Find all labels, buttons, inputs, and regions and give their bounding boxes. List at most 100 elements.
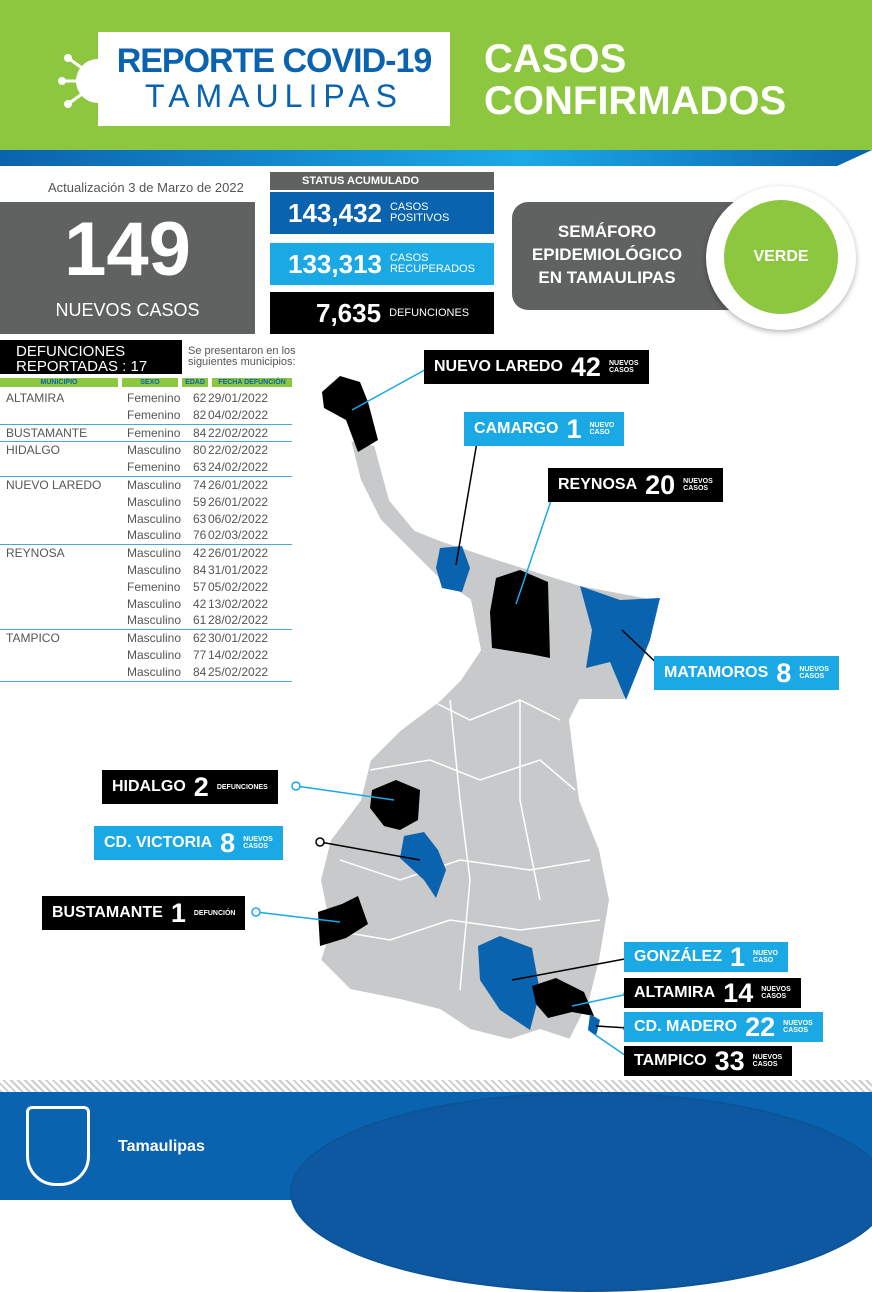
edad-cell: 62 — [193, 631, 207, 646]
camargo-area — [436, 546, 470, 592]
label-value: 8 — [220, 827, 236, 858]
sexo-cell: Masculino — [127, 647, 182, 662]
label-value: 20 — [645, 469, 676, 500]
label-unit: NUEVOS — [683, 478, 713, 485]
victoria-area — [400, 832, 446, 898]
edad-cell: 74 — [193, 477, 207, 492]
label-value: 2 — [193, 771, 209, 802]
label-value: 1 — [170, 897, 186, 928]
fecha-cell: 26/01/2022 — [208, 477, 269, 492]
status-label: RECUPERADOS — [389, 263, 475, 275]
municipio-group: REYNOSA Masculino 42 26/01/2022 Masculino 84 3… — [0, 545, 292, 631]
altamira-area — [532, 978, 594, 1018]
fecha-cell: 30/01/2022 — [208, 631, 269, 646]
fecha-cell: 04/02/2022 — [208, 407, 269, 422]
label-unit: CASOS — [752, 1061, 778, 1068]
nuevo-laredo-area — [322, 376, 378, 452]
label-unit: CASOS — [783, 1027, 809, 1034]
fecha-cell: 02/03/2022 — [208, 528, 269, 543]
table-row: Femenino 82 04/02/2022 — [0, 407, 292, 424]
edad-cell: 82 — [193, 407, 207, 422]
municipio-group: HIDALGO Masculino 80 22/02/2022 Femenino 63 24… — [0, 442, 292, 477]
label-unit: CASOS — [799, 673, 825, 680]
coat-of-arms-icon — [26, 1106, 90, 1186]
deaths-note-line1: Se presentaron en los — [188, 345, 296, 357]
label-value: 42 — [570, 351, 601, 382]
municipio-cell: HIDALGO — [6, 443, 61, 458]
status-value: 133,313 — [288, 248, 382, 279]
fecha-cell: 14/02/2022 — [208, 647, 269, 662]
label-unit: NUEVOS — [243, 836, 273, 843]
label-unit: NUEVOS — [608, 360, 639, 367]
label-unit: CASOS — [683, 485, 709, 492]
table-row: Masculino 77 14/02/2022 — [0, 647, 292, 664]
table-row: HIDALGO Masculino 80 22/02/2022 — [0, 442, 292, 459]
deaths-table: ALTAMIRA Femenino 62 29/01/2022 Femenino 82 04… — [0, 390, 292, 682]
sexo-cell: Masculino — [127, 613, 182, 628]
new-cases-label: NUEVOS CASOS — [55, 300, 200, 320]
fecha-cell: 22/02/2022 — [208, 425, 269, 440]
semaforo-line: EN TAMAULIPAS — [538, 268, 676, 287]
label-name: BUSTAMANTE — [52, 904, 163, 921]
table-row: REYNOSA Masculino 42 26/01/2022 — [0, 545, 292, 562]
tamaulipas-map — [251, 361, 667, 1065]
sexo-cell: Masculino — [127, 596, 182, 611]
sexo-cell: Masculino — [127, 631, 182, 646]
edad-cell: 59 — [193, 494, 207, 509]
status-positive: 143,432 CASOS POSITIVOS — [270, 192, 494, 234]
edad-cell: 84 — [193, 664, 207, 679]
table-row: Masculino 84 25/02/2022 — [0, 664, 292, 681]
table-row: Masculino 59 26/01/2022 — [0, 494, 292, 511]
status-label: CASOS — [389, 201, 429, 213]
label-name: CAMARGO — [474, 420, 559, 437]
municipio-cell: NUEVO LAREDO — [6, 477, 102, 492]
label-value: 14 — [723, 977, 754, 1008]
edad-cell: 57 — [193, 579, 207, 594]
map-label-nuevo-laredo: NUEVO LAREDO 42 NUEVOS CASOS — [424, 350, 649, 384]
new-cases-box: 149 NUEVOS CASOS — [0, 202, 255, 334]
report-state: TAMAULIPAS — [145, 78, 403, 114]
fecha-cell: 22/02/2022 — [208, 443, 269, 458]
fecha-cell: 05/02/2022 — [208, 579, 269, 594]
report-title-box: REPORTE COVID-19 TAMAULIPAS — [98, 32, 450, 126]
fecha-cell: 06/02/2022 — [208, 511, 269, 526]
label-name: NUEVO LAREDO — [434, 358, 563, 375]
madero-tampico-area — [588, 1014, 600, 1036]
label-unit: CASOS — [761, 993, 787, 1000]
sexo-cell: Masculino — [127, 562, 182, 577]
map-label-matamoros: MATAMOROS 8 NUEVOS CASOS — [654, 656, 839, 690]
sexo-cell: Femenino — [127, 579, 181, 594]
edad-cell: 76 — [193, 528, 207, 543]
hidalgo-area — [370, 780, 420, 830]
fecha-cell: 28/02/2022 — [208, 613, 269, 628]
table-row: Masculino 84 31/01/2022 — [0, 562, 292, 579]
fecha-cell: 13/02/2022 — [208, 596, 269, 611]
edad-cell: 80 — [193, 443, 207, 458]
map-label-cd-victoria: CD. VICTORIA 8 NUEVOS CASOS — [94, 826, 283, 860]
sexo-cell: Masculino — [127, 477, 182, 492]
sexo-cell: Masculino — [127, 511, 182, 526]
edad-cell: 61 — [193, 613, 207, 628]
status-label: DEFUNCIONES — [389, 306, 470, 319]
report-title: REPORTE COVID-19 — [116, 42, 433, 80]
reynosa-area — [490, 570, 550, 658]
status-title: STATUS ACUMULADO — [270, 172, 494, 190]
fecha-cell: 31/01/2022 — [208, 562, 269, 577]
state-outline — [318, 438, 662, 1042]
sexo-cell: Femenino — [127, 391, 181, 405]
deaths-note-line2: siguientes municipios: — [188, 356, 296, 368]
table-row: ALTAMIRA Femenino 62 29/01/2022 — [0, 390, 292, 407]
map-label-gonz-lez: GONZÁLEZ 1 NUEVO CASO — [624, 942, 788, 972]
semaforo-status: VERDE — [724, 200, 838, 314]
edad-cell: 42 — [193, 596, 207, 611]
map-label-hidalgo: HIDALGO 2 DEFUNCIONES — [102, 770, 278, 804]
matamoros-area — [580, 586, 660, 700]
table-row: TAMPICO Masculino 62 30/01/2022 — [0, 630, 292, 647]
section-title: CASOS CONFIRMADOS — [484, 38, 786, 122]
gonzalez-area — [478, 936, 540, 1030]
label-unit: DEFUNCIONES — [216, 783, 268, 791]
section-title-line1: CASOS — [484, 37, 627, 81]
label-name: GONZÁLEZ — [634, 948, 722, 965]
edad-cell: 84 — [193, 425, 207, 440]
municipio-group: NUEVO LAREDO Masculino 74 26/01/2022 Masculi… — [0, 477, 292, 546]
